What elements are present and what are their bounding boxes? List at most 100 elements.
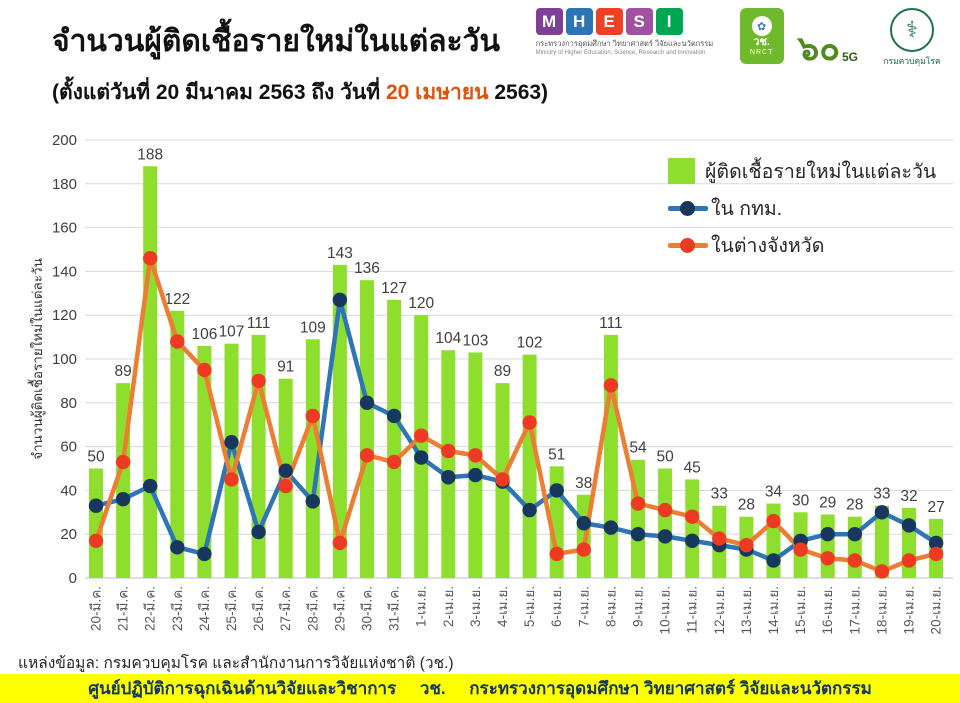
svg-text:28: 28: [846, 497, 863, 514]
sixty-numeral: ๖๐: [797, 30, 840, 68]
legend-bar-swatch: [668, 158, 695, 184]
ddc-caption: กรมควบคุมโรค: [883, 56, 941, 66]
svg-text:13-เม.ย.: 13-เม.ย.: [739, 586, 754, 634]
svg-text:60: 60: [60, 439, 77, 456]
footer-banner-text: ศูนย์ปฏิบัติการฉุกเฉินด้านวิจัยและวิชากา…: [88, 679, 872, 698]
svg-text:109: 109: [300, 319, 326, 336]
mhesi-thai-name: กระทรวงการอุดมศึกษา วิทยาศาสตร์ วิจัยและ…: [535, 39, 714, 48]
daily-cases-chart: 0 20 40 60 80 100 120 140 160 180 200 จำนวนผู้ติดเช…: [27, 132, 953, 634]
legend-label-bangkok: ใน กทม.: [711, 197, 783, 220]
svg-text:40: 40: [60, 482, 77, 499]
svg-text:7-เม.ย.: 7-เม.ย.: [576, 586, 591, 627]
svg-text:16-เม.ย.: 16-เม.ย.: [820, 586, 835, 634]
svg-text:20-มี.ค.: 20-มี.ค.: [89, 586, 104, 631]
legend-bangkok-line-icon: [668, 195, 708, 221]
y-axis-tick-labels: 0 20 40 60 80 100 120 140 160 180 200: [52, 132, 77, 587]
svg-text:24-มี.ค.: 24-มี.ค.: [197, 586, 212, 631]
svg-text:32: 32: [900, 488, 917, 505]
svg-text:23-มี.ค.: 23-มี.ค.: [170, 586, 185, 631]
nrct-emblem-icon: ✿: [751, 16, 772, 36]
svg-text:136: 136: [354, 260, 380, 277]
svg-text:140: 140: [52, 263, 77, 280]
legend-item-bangkok: ใน กทม.: [668, 194, 936, 222]
chart-legend: ผู้ติดเชื้อรายใหม่ในแต่ละวัน ใน กทม. ในต…: [668, 157, 936, 268]
mhesi-letter-I: I: [655, 8, 683, 35]
legend-item-provinces: ในต่างจังหวัด: [668, 231, 936, 259]
svg-text:89: 89: [114, 363, 131, 380]
svg-text:19-เม.ย.: 19-เม.ย.: [902, 586, 917, 634]
svg-text:14-เม.ย.: 14-เม.ย.: [766, 586, 781, 634]
svg-text:27: 27: [927, 499, 944, 516]
svg-text:22-มี.ค.: 22-มี.ค.: [143, 586, 158, 631]
svg-text:27-มี.ค.: 27-มี.ค.: [278, 586, 293, 631]
svg-text:1-เม.ย.: 1-เม.ย.: [414, 586, 429, 627]
svg-text:122: 122: [164, 291, 190, 308]
svg-text:10-เม.ย.: 10-เม.ย.: [658, 586, 673, 634]
legend-bangkok-marker: [680, 201, 695, 216]
legend-label-provinces: ในต่างจังหวัด: [711, 234, 825, 257]
mhesi-english-name: Ministry of Higher Education, Science, R…: [535, 50, 706, 56]
page-title: จำนวนผู้ติดเชื้อรายใหม่ในแต่ละวัน: [52, 25, 501, 58]
nrct-60th-5g-logo: ๖๐ 5G: [798, 8, 858, 68]
svg-text:111: 111: [599, 315, 623, 332]
svg-text:106: 106: [191, 326, 217, 343]
legend-label-total: ผู้ติดเชื้อรายใหม่ในแต่ละวัน: [705, 160, 937, 183]
svg-text:12-เม.ย.: 12-เม.ย.: [712, 586, 727, 634]
svg-text:143: 143: [327, 245, 353, 262]
svg-text:102: 102: [517, 335, 543, 352]
svg-text:120: 120: [52, 307, 77, 324]
disease-control-dept-logo: ⚕ กรมควบคุมโรค: [872, 8, 952, 68]
legend-item-total: ผู้ติดเชื้อรายใหม่ในแต่ละวัน: [668, 157, 936, 185]
svg-text:5-เม.ย.: 5-เม.ย.: [522, 586, 537, 627]
svg-text:54: 54: [629, 440, 647, 457]
svg-text:4-เม.ย.: 4-เม.ย.: [495, 586, 510, 627]
svg-text:33: 33: [711, 486, 728, 503]
legend-provinces-marker: [680, 238, 695, 253]
svg-text:89: 89: [494, 363, 511, 380]
svg-text:15-เม.ย.: 15-เม.ย.: [793, 586, 808, 634]
y-axis-title: จำนวนผู้ติดเชื้อรายใหม่ในแต่ละวัน: [27, 258, 46, 460]
svg-text:29-มี.ค.: 29-มี.ค.: [332, 586, 347, 631]
svg-text:21-มี.ค.: 21-มี.ค.: [116, 586, 131, 631]
mhesi-letter-S: S: [625, 8, 653, 35]
svg-text:120: 120: [408, 295, 434, 312]
svg-text:25-มี.ค.: 25-มี.ค.: [224, 586, 239, 631]
svg-text:20-เม.ย.: 20-เม.ย.: [929, 586, 944, 634]
svg-text:18-เม.ย.: 18-เม.ย.: [874, 586, 889, 634]
five-g-label: 5G: [841, 50, 858, 64]
subtitle-highlight-date: 20 เมษายน: [385, 81, 489, 104]
gridlines: [85, 139, 953, 579]
svg-text:50: 50: [87, 449, 105, 466]
svg-text:103: 103: [462, 332, 488, 349]
svg-text:6-เม.ย.: 6-เม.ย.: [549, 586, 564, 627]
mhesi-letter-E: E: [595, 8, 623, 35]
svg-text:100: 100: [52, 351, 77, 368]
provinces-markers: [88, 251, 944, 579]
svg-text:160: 160: [52, 220, 77, 237]
svg-text:3-เม.ย.: 3-เม.ย.: [468, 586, 483, 627]
x-axis-tick-labels: 20-มี.ค. 21-มี.ค. 22-มี.ค. 23-มี.ค. 24-มี.ค.…: [89, 586, 944, 634]
svg-text:127: 127: [381, 280, 407, 297]
nrct-english-abbr: NRCT: [749, 49, 774, 56]
svg-text:38: 38: [575, 475, 592, 492]
svg-text:188: 188: [137, 146, 163, 163]
svg-text:180: 180: [52, 176, 77, 193]
svg-text:34: 34: [765, 484, 783, 501]
svg-text:9-เม.ย.: 9-เม.ย.: [631, 586, 646, 627]
svg-text:91: 91: [277, 359, 294, 376]
subtitle-suffix: 2563): [488, 81, 549, 104]
svg-text:33: 33: [873, 486, 890, 503]
svg-text:17-เม.ย.: 17-เม.ย.: [847, 586, 862, 634]
legend-provinces-line-icon: [668, 232, 708, 258]
svg-text:0: 0: [69, 570, 77, 587]
svg-text:31-มี.ค.: 31-มี.ค.: [387, 586, 402, 631]
medical-caduceus-icon: ⚕: [890, 8, 934, 52]
subtitle-prefix: (ตั้งแต่วันที่ 20 มีนาคม 2563 ถึง วันที่: [52, 81, 386, 104]
svg-text:28: 28: [738, 497, 755, 514]
provinces-line: [93, 256, 939, 574]
svg-text:80: 80: [60, 395, 77, 412]
nrct-thai-abbr: วช.: [753, 36, 770, 48]
